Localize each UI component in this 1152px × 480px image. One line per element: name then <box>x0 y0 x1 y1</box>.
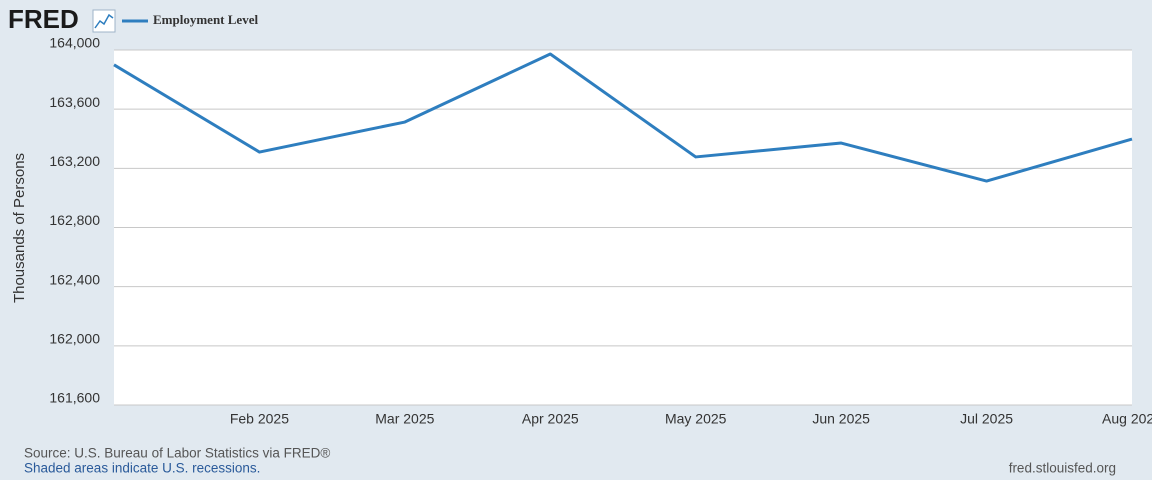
data-line <box>113 52 1133 183</box>
note: Shaded areas indicate U.S. recessions. <box>24 461 260 476</box>
x-tick-label: May 2025 <box>665 411 727 427</box>
x-tick-label: Feb 2025 <box>230 411 289 427</box>
y-tick-label: 163,600 <box>49 94 100 110</box>
y-tick-label: 163,200 <box>49 153 100 169</box>
y-tick-label: 162,800 <box>49 212 100 228</box>
y-tick-label: 161,600 <box>49 390 100 406</box>
source: Source: U.S. Bureau of Labor Statistics … <box>24 446 330 461</box>
x-tick-label: Mar 2025 <box>375 411 434 427</box>
website: fred.stlouisfed.org <box>1009 461 1116 476</box>
x-tick-label: Jun 2025 <box>812 411 870 427</box>
logo-icon <box>92 9 116 33</box>
legend-label: Employment Level <box>153 12 258 27</box>
x-tick-label: Jul 2025 <box>960 411 1013 427</box>
y-tick-label: 162,400 <box>49 271 100 287</box>
y-tick-label: 162,000 <box>49 331 100 347</box>
x-tick-label: Aug 2025 <box>1102 411 1152 427</box>
logo: FRED <box>8 4 79 34</box>
y-tick-label: 164,000 <box>49 35 100 51</box>
y-axis-label: Thousands of Persons <box>11 153 28 303</box>
x-tick-label: Apr 2025 <box>522 411 579 427</box>
